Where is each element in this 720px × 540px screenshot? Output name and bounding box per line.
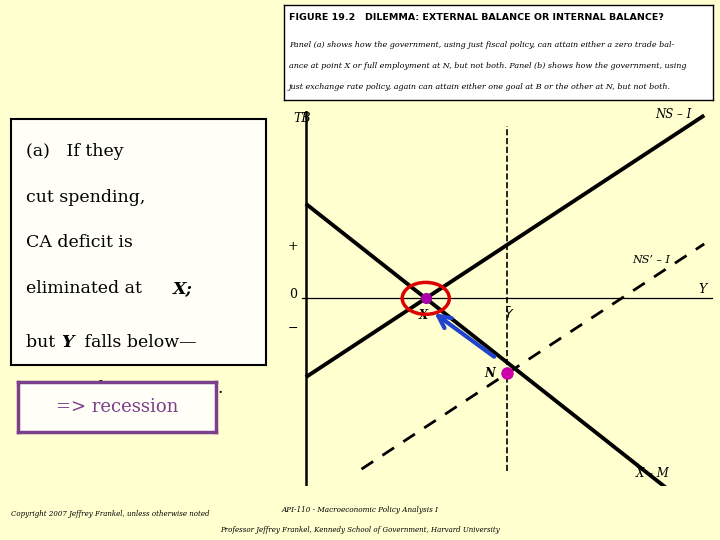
Text: +: + (288, 240, 298, 253)
Text: ance at point X or full employment at N, but not both. Panel (b) shows how the g: ance at point X or full employment at N,… (289, 62, 686, 70)
Text: X – M: X – M (636, 467, 670, 480)
Text: (a)   If they: (a) If they (26, 143, 124, 160)
Text: X;: X; (173, 280, 193, 297)
Text: 0: 0 (289, 288, 297, 301)
Text: NS’ – I: NS’ – I (632, 255, 670, 265)
Text: N: N (485, 367, 495, 380)
Text: Y: Y (200, 380, 212, 397)
Text: .: . (218, 380, 223, 397)
Text: Y: Y (698, 283, 706, 296)
Text: potential output: potential output (26, 380, 173, 397)
Text: TB: TB (294, 112, 311, 125)
Text: Panel (a) shows how the government, using just fiscal policy, can attain either : Panel (a) shows how the government, usin… (289, 42, 674, 49)
Text: X: X (419, 309, 428, 322)
Text: $\bar{Y}$: $\bar{Y}$ (504, 307, 515, 322)
Text: eliminated at: eliminated at (26, 280, 148, 297)
Text: Copyright 2007 Jeffrey Frankel, unless otherwise noted: Copyright 2007 Jeffrey Frankel, unless o… (11, 510, 210, 518)
Text: Y: Y (60, 334, 73, 352)
Text: cut spending,: cut spending, (26, 189, 145, 206)
Text: −: − (288, 322, 298, 335)
Text: but: but (26, 334, 60, 352)
Text: just exchange rate policy, again can attain either one goal at B or the other at: just exchange rate policy, again can att… (289, 83, 671, 91)
Text: falls below—: falls below— (78, 334, 196, 352)
Text: API-110 - Macroeconomic Policy Analysis I: API-110 - Macroeconomic Policy Analysis … (282, 505, 438, 514)
Text: NS – I: NS – I (655, 108, 691, 121)
Text: CA deficit is: CA deficit is (26, 234, 133, 251)
Text: FIGURE 19.2   DILEMMA: EXTERNAL BALANCE OR INTERNAL BALANCE?: FIGURE 19.2 DILEMMA: EXTERNAL BALANCE OR… (289, 13, 664, 22)
Text: => recession: => recession (56, 398, 178, 416)
Text: Professor Jeffrey Frankel, Kennedy School of Government, Harvard University: Professor Jeffrey Frankel, Kennedy Schoo… (220, 526, 500, 534)
